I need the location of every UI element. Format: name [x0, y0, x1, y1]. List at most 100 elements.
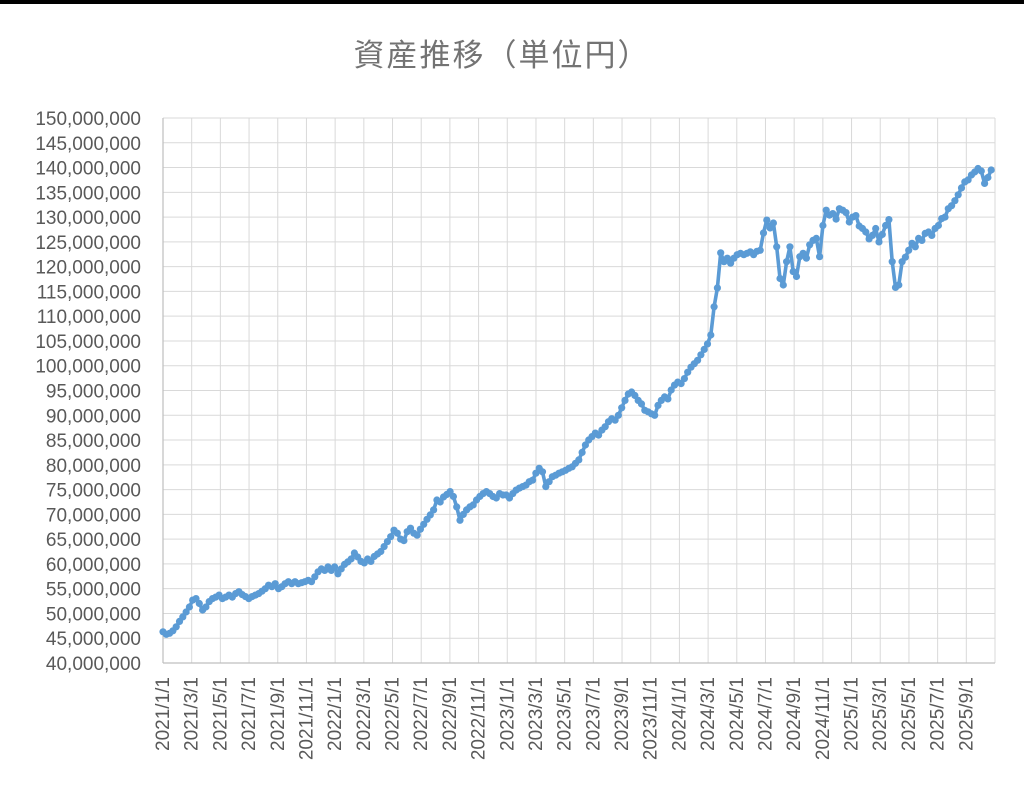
y-axis-tick-label: 140,000,000	[35, 159, 141, 180]
data-point-marker	[882, 221, 890, 230]
x-axis-tick-label: 2025/1/1	[842, 677, 863, 751]
y-axis-tick-label: 65,000,000	[46, 530, 141, 551]
data-point-marker	[878, 230, 886, 238]
x-axis-tick-label: 2025/9/1	[956, 677, 977, 751]
data-point-marker	[575, 456, 583, 464]
data-point-marker	[862, 228, 870, 236]
data-point-marker	[694, 356, 702, 364]
data-point-marker	[710, 303, 718, 311]
data-point-marker	[816, 253, 824, 261]
data-point-marker	[977, 167, 985, 175]
y-axis-tick-label: 115,000,000	[37, 282, 141, 303]
data-point-marker	[776, 274, 784, 283]
data-point-marker	[802, 254, 811, 262]
data-point-marker	[792, 272, 801, 281]
y-axis-tick-label: 110,000,000	[37, 307, 141, 328]
data-point-marker	[529, 476, 537, 484]
data-point-marker	[987, 166, 995, 174]
data-point-marker	[453, 503, 461, 511]
x-axis-tick-label: 2023/3/1	[526, 677, 547, 751]
y-axis-tick-label: 150,000,000	[35, 109, 141, 130]
data-point-marker	[773, 243, 781, 251]
y-axis-tick-label: 105,000,000	[35, 332, 141, 353]
data-point-marker	[393, 529, 401, 537]
data-point-marker	[934, 221, 943, 230]
data-point-marker	[651, 411, 659, 419]
data-point-marker	[347, 555, 355, 563]
y-axis-tick-label: 130,000,000	[35, 208, 141, 229]
data-point-marker	[413, 531, 421, 539]
data-point-marker	[387, 533, 395, 541]
data-point-marker	[578, 448, 586, 456]
y-axis-tick-label: 50,000,000	[46, 604, 141, 625]
x-axis-tick-label: 2024/9/1	[784, 677, 805, 751]
x-axis-tick-label: 2023/5/1	[555, 677, 576, 751]
x-axis-tick-label: 2022/7/1	[411, 677, 432, 751]
y-axis-tick-label: 80,000,000	[46, 456, 141, 477]
data-point-marker	[852, 212, 860, 220]
data-point-marker	[195, 599, 203, 608]
data-point-marker	[888, 258, 896, 266]
y-axis-tick-label: 55,000,000	[46, 580, 141, 601]
data-point-marker	[783, 258, 791, 266]
data-point-marker	[819, 221, 827, 230]
data-point-marker	[872, 224, 880, 233]
data-point-marker	[621, 396, 629, 404]
data-point-marker	[756, 246, 764, 254]
data-point-marker	[763, 216, 771, 224]
x-axis-tick-label: 2024/1/1	[669, 677, 690, 751]
x-axis-tick-label: 2022/9/1	[440, 677, 461, 751]
data-point-marker	[400, 537, 408, 545]
y-axis-tick-label: 45,000,000	[46, 629, 141, 650]
data-point-marker	[700, 345, 708, 353]
data-point-marker	[885, 216, 893, 224]
data-point-marker	[951, 197, 959, 205]
x-axis-tick-label: 2021/1/1	[153, 677, 174, 751]
data-point-marker	[984, 173, 992, 182]
x-axis-tick-label: 2024/11/1	[813, 677, 834, 760]
data-point-marker	[185, 603, 193, 611]
x-axis-tick-label: 2024/3/1	[698, 677, 719, 751]
data-point-marker	[981, 179, 989, 187]
y-axis-tick-label: 145,000,000	[35, 134, 141, 155]
y-axis-tick-label: 60,000,000	[46, 555, 141, 576]
y-axis-tick-label: 75,000,000	[46, 481, 141, 502]
data-point-marker	[918, 236, 926, 244]
x-axis-tick-label: 2021/7/1	[239, 677, 260, 751]
data-point-marker	[954, 191, 962, 199]
data-point-marker	[895, 281, 903, 289]
data-point-marker	[430, 506, 438, 514]
data-point-marker	[769, 219, 778, 227]
y-axis-tick-label: 90,000,000	[46, 406, 141, 427]
x-axis-tick-label: 2023/9/1	[612, 677, 633, 751]
data-point-marker	[707, 331, 715, 339]
x-axis-tick-label: 2024/7/1	[755, 677, 776, 751]
data-point-marker	[664, 395, 672, 403]
data-point-marker	[842, 209, 850, 217]
y-axis-tick-label: 40,000,000	[46, 654, 141, 675]
x-axis-tick-label: 2025/3/1	[870, 677, 891, 751]
x-axis-tick-label: 2024/5/1	[727, 677, 748, 751]
x-axis-tick-label: 2022/1/1	[325, 677, 346, 751]
data-point-marker	[703, 340, 712, 348]
data-point-marker	[618, 404, 626, 412]
data-point-marker	[717, 249, 725, 257]
data-point-marker	[875, 238, 883, 246]
x-axis-tick-label: 2021/9/1	[268, 677, 289, 751]
x-axis-tick-label: 2022/3/1	[354, 677, 375, 751]
x-axis-tick-label: 2021/11/1	[296, 677, 317, 760]
data-point-marker	[637, 400, 646, 408]
data-point-marker	[172, 623, 180, 631]
x-axis-tick-label: 2023/7/1	[583, 677, 604, 751]
data-point-marker	[449, 492, 457, 501]
data-point-marker	[905, 246, 913, 254]
x-axis-tick-label: 2021/5/1	[210, 677, 231, 751]
data-point-marker	[868, 231, 877, 239]
data-point-marker	[713, 284, 722, 292]
x-axis-tick-label: 2021/3/1	[182, 677, 203, 751]
data-point-marker	[829, 210, 837, 218]
y-axis-tick-label: 125,000,000	[35, 233, 141, 254]
data-point-marker	[901, 253, 910, 261]
